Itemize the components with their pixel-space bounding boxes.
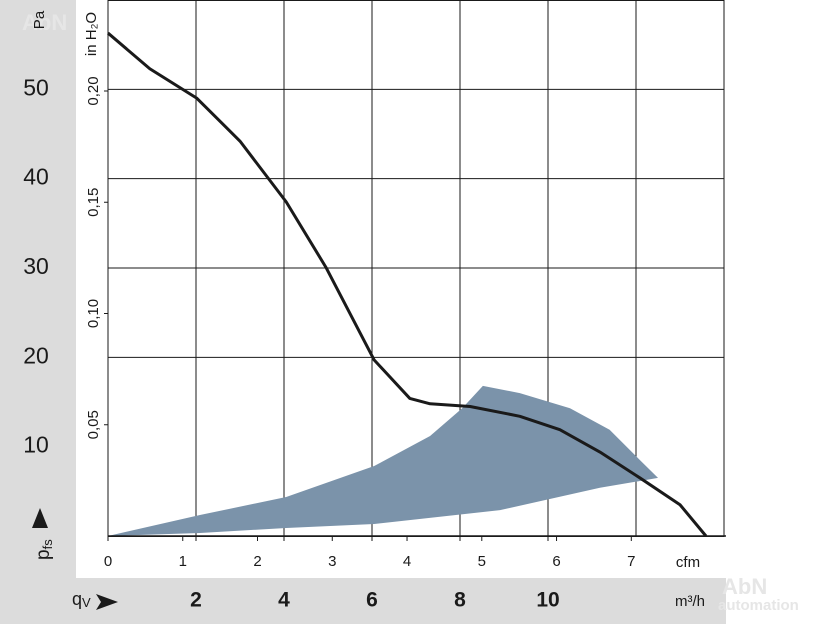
x-symbol-sub: V bbox=[82, 595, 91, 610]
y-tick-label: 50 bbox=[23, 74, 49, 100]
y2-unit: in H₂O bbox=[83, 12, 100, 56]
x-symbol-main: q bbox=[72, 589, 82, 609]
y-arrow bbox=[32, 508, 48, 528]
y2-tick-label: 0,20 bbox=[85, 76, 102, 105]
y2-tick-label: 0,05 bbox=[85, 410, 102, 439]
watermark: AbN bbox=[722, 574, 767, 599]
x-unit: m³/h bbox=[675, 593, 705, 610]
x-arrow bbox=[96, 594, 118, 610]
x2-tick-label: 4 bbox=[403, 553, 411, 570]
y-tick-label: 30 bbox=[23, 253, 49, 279]
y-tick-label: 40 bbox=[23, 164, 49, 190]
watermark: automation bbox=[718, 597, 799, 614]
x-tick-label: 8 bbox=[454, 589, 466, 612]
y-symbol-sub: fs bbox=[40, 539, 55, 550]
x2-tick-label: 3 bbox=[328, 553, 336, 570]
curve bbox=[107, 31, 708, 537]
bottom-panel bbox=[0, 578, 726, 624]
y-symbol: pfs bbox=[33, 539, 55, 560]
x2-tick-label: 1 bbox=[179, 553, 187, 570]
x-tick-label: 4 bbox=[278, 589, 290, 612]
watermark: AbN bbox=[22, 10, 67, 35]
x-tick-label: 2 bbox=[190, 589, 202, 612]
x-tick-label: 10 bbox=[536, 589, 559, 612]
y2-tick-label: 0,15 bbox=[85, 188, 102, 217]
x2-tick-label: 0 bbox=[104, 553, 112, 570]
x2-unit: cfm bbox=[676, 554, 700, 571]
y-tick-label: 10 bbox=[23, 432, 49, 458]
x2-tick-label: 6 bbox=[552, 553, 560, 570]
x2-tick-label: 5 bbox=[478, 553, 486, 570]
y-symbol-main: p bbox=[33, 549, 54, 560]
x-symbol: qV bbox=[72, 589, 91, 611]
operating-region bbox=[108, 385, 658, 536]
x2-tick-label: 7 bbox=[627, 553, 635, 570]
x2-tick-label: 2 bbox=[253, 553, 261, 570]
y2-tick-label: 0,10 bbox=[85, 299, 102, 328]
y-unit: Pa bbox=[31, 10, 48, 29]
x-tick-label: 6 bbox=[366, 589, 378, 612]
y-tick-label: 20 bbox=[23, 342, 49, 368]
